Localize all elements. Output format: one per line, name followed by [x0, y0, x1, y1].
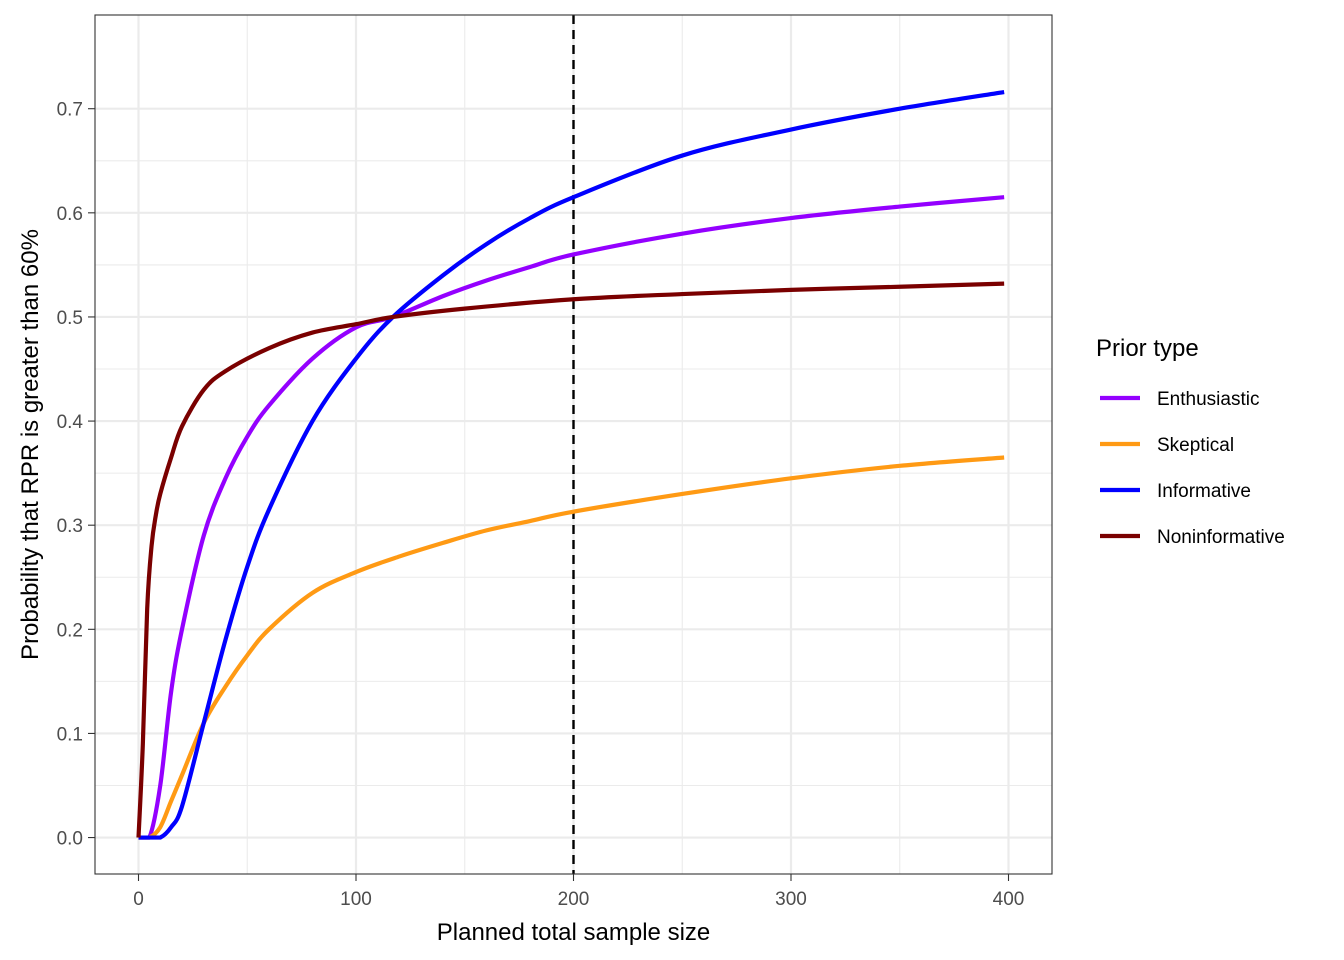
- x-tick-label: 200: [558, 889, 590, 910]
- x-axis-title: Planned total sample size: [437, 919, 711, 946]
- legend-label-informative: Informative: [1157, 481, 1251, 502]
- y-tick-label: 0.2: [57, 620, 83, 641]
- series-line-skeptical: [138, 455, 1005, 840]
- legend-items: Enthusiastic Skeptical Informative Noninfor…: [1100, 389, 1285, 548]
- x-axis: 0 100 200 300 400: [133, 874, 1024, 910]
- series-line-informative: [138, 89, 1005, 840]
- legend-title: Prior type: [1096, 335, 1199, 362]
- series-line-noninformative: [136, 281, 1005, 838]
- x-tick-label: 0: [133, 889, 144, 910]
- x-tick-label: 400: [993, 889, 1025, 910]
- y-tick-label: 0.0: [57, 829, 83, 850]
- y-tick-label: 0.3: [57, 516, 83, 537]
- legend-label-enthusiastic: Enthusiastic: [1157, 389, 1259, 410]
- y-axis-title: Probability that RPR is greater than 60%: [17, 229, 44, 660]
- legend-label-noninformative: Noninformative: [1157, 527, 1285, 548]
- y-tick-label: 0.4: [57, 412, 84, 433]
- legend-label-skeptical: Skeptical: [1157, 435, 1234, 456]
- series-lines: [136, 89, 1005, 840]
- y-tick-label: 0.6: [57, 204, 83, 225]
- x-tick-label: 100: [340, 889, 372, 910]
- grid: [95, 15, 1052, 874]
- y-axis: 0.0 0.1 0.2 0.3 0.4 0.5 0.6 0.7: [57, 100, 95, 850]
- x-tick-label: 300: [775, 889, 807, 910]
- y-tick-label: 0.7: [57, 100, 83, 121]
- y-tick-label: 0.5: [57, 308, 83, 329]
- legend: Prior type Enthusiastic Skeptical Informat…: [1096, 335, 1285, 548]
- series-line-enthusiastic: [138, 195, 1005, 840]
- y-tick-label: 0.1: [57, 724, 83, 745]
